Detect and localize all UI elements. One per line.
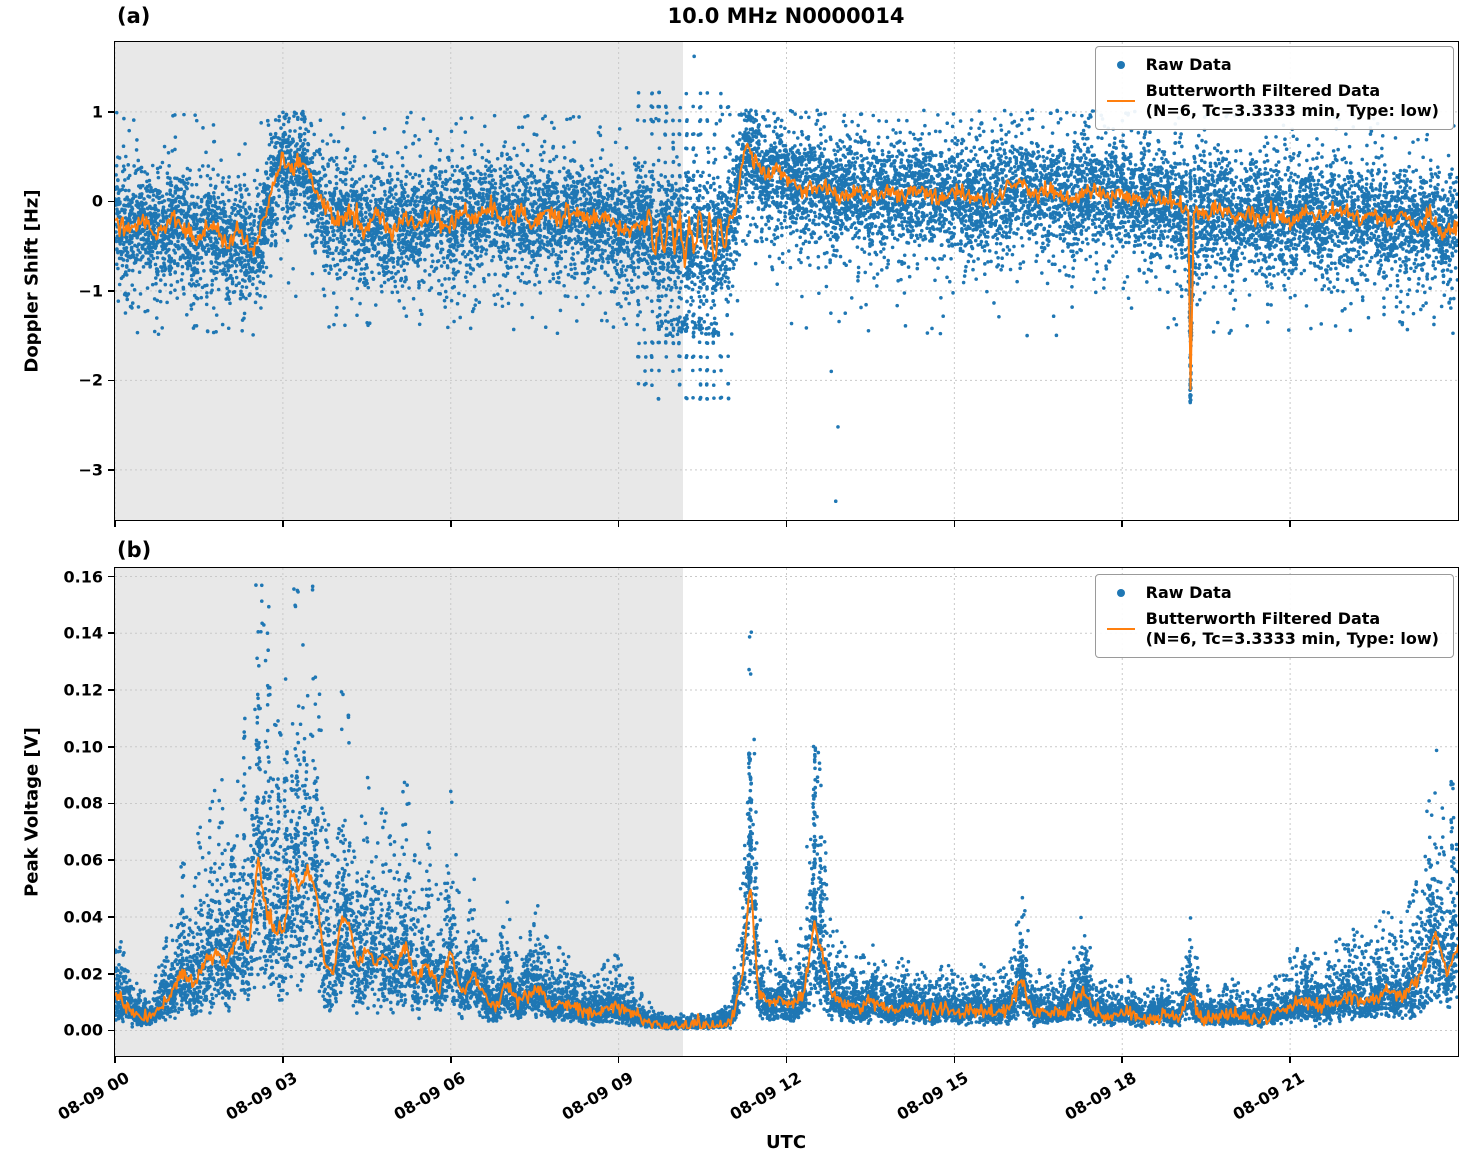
y-tick-label: −1 — [78, 281, 103, 301]
y-tick-label: −2 — [78, 370, 103, 390]
y-tick-mark — [108, 379, 115, 382]
y-tick-mark — [108, 632, 115, 635]
legend-filtered-label: Butterworth Filtered Data (N=6, Tc=3.333… — [1146, 609, 1439, 649]
legend-filtered-label: Butterworth Filtered Data (N=6, Tc=3.333… — [1146, 81, 1439, 121]
x-tick-mark — [785, 1056, 788, 1063]
x-tick-mark — [1289, 1056, 1291, 1063]
y-tick-label: 0.14 — [63, 623, 103, 643]
x-tick-label: 08-09 03 — [222, 1068, 301, 1124]
x-tick-mark — [282, 1056, 284, 1063]
y-tick-mark — [108, 575, 115, 578]
y-tick-label: −3 — [78, 460, 103, 480]
x-tick-mark — [1121, 520, 1124, 527]
y-tick-label: 0.10 — [63, 737, 103, 757]
chart-title: 10.0 MHz N0000014 — [667, 4, 905, 28]
y-axis-label-doppler: Doppler Shift [Hz] — [21, 189, 43, 373]
y-tick-mark — [108, 290, 115, 292]
x-tick-label: 08-09 06 — [390, 1068, 469, 1124]
x-tick-label: 08-09 15 — [893, 1068, 972, 1124]
legend-filtered-entry: Butterworth Filtered Data (N=6, Tc=3.333… — [1106, 81, 1439, 121]
x-tick-label: 08-09 09 — [558, 1068, 637, 1124]
x-tick-mark — [617, 1056, 620, 1063]
y-tick-label: 0.06 — [63, 850, 103, 870]
x-tick-label: 08-09 21 — [1229, 1068, 1308, 1124]
y-axis-label-voltage: Peak Voltage [V] — [21, 727, 43, 897]
legend-raw-entry: Raw Data — [1106, 583, 1439, 603]
panel-b-label: (b) — [117, 538, 152, 562]
x-tick-mark — [785, 520, 788, 527]
y-tick-label: 0.02 — [63, 964, 103, 984]
x-tick-mark — [1121, 1056, 1124, 1063]
y-tick-mark — [108, 972, 115, 975]
y-tick-mark — [108, 689, 115, 691]
y-tick-mark — [108, 469, 115, 471]
y-tick-mark — [108, 200, 115, 203]
y-tick-mark — [108, 745, 115, 748]
y-tick-label: 0.08 — [63, 793, 103, 813]
y-tick-label: 0.00 — [63, 1020, 103, 1040]
panel-a-label: (a) — [117, 4, 151, 28]
y-tick-label: 0.16 — [63, 567, 103, 586]
y-tick-mark — [108, 802, 115, 805]
y-tick-label: 0 — [91, 191, 103, 211]
y-tick-label: 1 — [91, 102, 103, 122]
legend-filtered-label-line2: (N=6, Tc=3.3333 min, Type: low) — [1145, 101, 1439, 120]
y-tick-mark — [108, 1029, 115, 1032]
raw-data-marker-icon — [1106, 61, 1136, 69]
x-tick-label: 08-09 00 — [54, 1068, 133, 1124]
y-tick-label: 0.12 — [63, 680, 103, 700]
x-tick-mark — [114, 520, 116, 527]
legend-raw-label: Raw Data — [1145, 583, 1232, 602]
legend-filtered-label-line1: Butterworth Filtered Data — [1145, 81, 1381, 100]
legend-filtered-label-line1: Butterworth Filtered Data — [1145, 609, 1381, 628]
y-tick-mark — [108, 859, 115, 862]
legend-raw-entry: Raw Data — [1106, 55, 1439, 75]
x-tick-mark — [449, 1056, 452, 1063]
legend-doppler: Raw Data Butterworth Filtered Data (N=6,… — [1094, 46, 1454, 130]
legend-raw-label: Raw Data — [1145, 55, 1232, 74]
raw-data-marker-icon — [1106, 589, 1136, 597]
x-tick-label: 08-09 18 — [1061, 1068, 1140, 1124]
y-tick-mark — [108, 111, 115, 113]
x-tick-mark — [282, 520, 284, 527]
legend-voltage: Raw Data Butterworth Filtered Data (N=6,… — [1094, 574, 1454, 658]
x-tick-mark — [617, 520, 620, 527]
x-tick-mark — [953, 1056, 956, 1063]
x-tick-label: 08-09 12 — [726, 1068, 804, 1124]
legend-filtered-label-line2: (N=6, Tc=3.3333 min, Type: low) — [1145, 629, 1439, 648]
x-tick-mark — [114, 1056, 116, 1063]
x-axis-label: UTC — [765, 1132, 807, 1153]
x-tick-mark — [953, 520, 956, 527]
y-tick-label: 0.04 — [63, 907, 103, 927]
filtered-line-icon — [1106, 628, 1136, 630]
filtered-line-icon — [1106, 100, 1136, 102]
legend-filtered-entry: Butterworth Filtered Data (N=6, Tc=3.333… — [1106, 609, 1439, 649]
y-tick-mark — [108, 916, 115, 918]
x-tick-mark — [1289, 520, 1291, 527]
x-tick-mark — [449, 520, 452, 527]
